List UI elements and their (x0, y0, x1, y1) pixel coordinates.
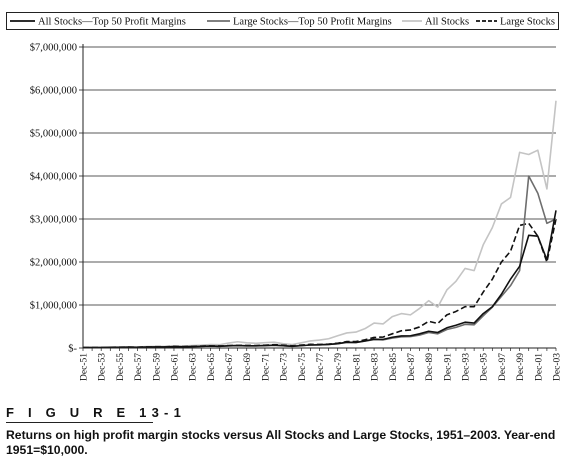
y-axis-ticks: $- $1,000,000 $2,000,000 $3,000,000 $4,000,0… (30, 43, 83, 355)
x-tick-label: Dec-71 (261, 353, 271, 381)
x-tick-label: Dec-93 (462, 353, 472, 381)
series-lines (82, 100, 557, 349)
x-tick-label: Dec-55 (116, 353, 126, 381)
y-tick-label: $1,000,000 (30, 301, 77, 312)
x-tick-label: Dec-87 (407, 353, 417, 381)
x-tick-label: Dec-79 (334, 353, 344, 381)
legend-label: All Stocks—Top 50 Profit Margins (38, 17, 186, 28)
legend-label: All Stocks (425, 17, 469, 28)
x-tick-label: Dec-63 (189, 353, 199, 381)
x-tick-label: Dec-99 (516, 353, 526, 381)
y-tick-label: $- (68, 344, 77, 355)
series-line (82, 210, 557, 349)
x-tick-label: Dec-89 (425, 353, 435, 381)
y-tick-label: $5,000,000 (30, 129, 77, 140)
x-tick-label: Dec-83 (371, 353, 381, 381)
x-tick-label: Dec-65 (207, 353, 217, 381)
legend-label: Large Stocks—Top 50 Profit Margins (233, 17, 392, 28)
chart-legend: All Stocks—Top 50 Profit Margins Large St… (6, 12, 559, 30)
x-tick-label: Dec-75 (298, 353, 308, 381)
x-tick-label: Dec-77 (316, 353, 326, 381)
x-tick-label: Dec-95 (480, 353, 490, 381)
x-axis-ticks: Dec-51 Dec-53 Dec-55 Dec-57 Dec-59 Dec-61 Dec-… (80, 348, 563, 381)
line-chart: All Stocks—Top 50 Profit Margins Large St… (6, 12, 563, 381)
x-tick-label: Dec-67 (225, 353, 235, 381)
legend-box (6, 12, 559, 30)
x-tick-label: Dec-91 (443, 353, 453, 381)
x-tick-label: Dec-01 (534, 353, 544, 381)
x-tick-label: Dec-03 (553, 353, 563, 381)
y-tick-label: $7,000,000 (30, 43, 77, 54)
y-tick-label: $6,000,000 (30, 86, 77, 97)
x-tick-label: Dec-51 (80, 353, 90, 381)
x-tick-label: Dec-59 (152, 353, 162, 381)
x-tick-label: Dec-81 (352, 353, 362, 381)
y-tick-label: $4,000,000 (30, 172, 77, 183)
series-line (82, 100, 557, 349)
y-tick-label: $2,000,000 (30, 258, 77, 269)
figure-label-underline (6, 422, 153, 423)
x-tick-label: Dec-53 (98, 353, 108, 381)
figure-caption: Returns on high profit margin stocks ver… (6, 428, 556, 457)
y-gridlines (83, 46, 556, 306)
x-tick-label: Dec-97 (498, 353, 508, 381)
x-tick-label: Dec-85 (389, 353, 399, 381)
x-tick-label: Dec-57 (134, 353, 144, 381)
y-tick-label: $3,000,000 (30, 215, 77, 226)
series-line (82, 218, 557, 349)
figure-label: F I G U R E 13-1 (6, 405, 187, 420)
x-tick-label: Dec-73 (280, 353, 290, 381)
x-tick-label: Dec-69 (243, 353, 253, 381)
legend-label: Large Stocks (500, 17, 555, 28)
x-tick-label: Dec-61 (170, 353, 180, 381)
